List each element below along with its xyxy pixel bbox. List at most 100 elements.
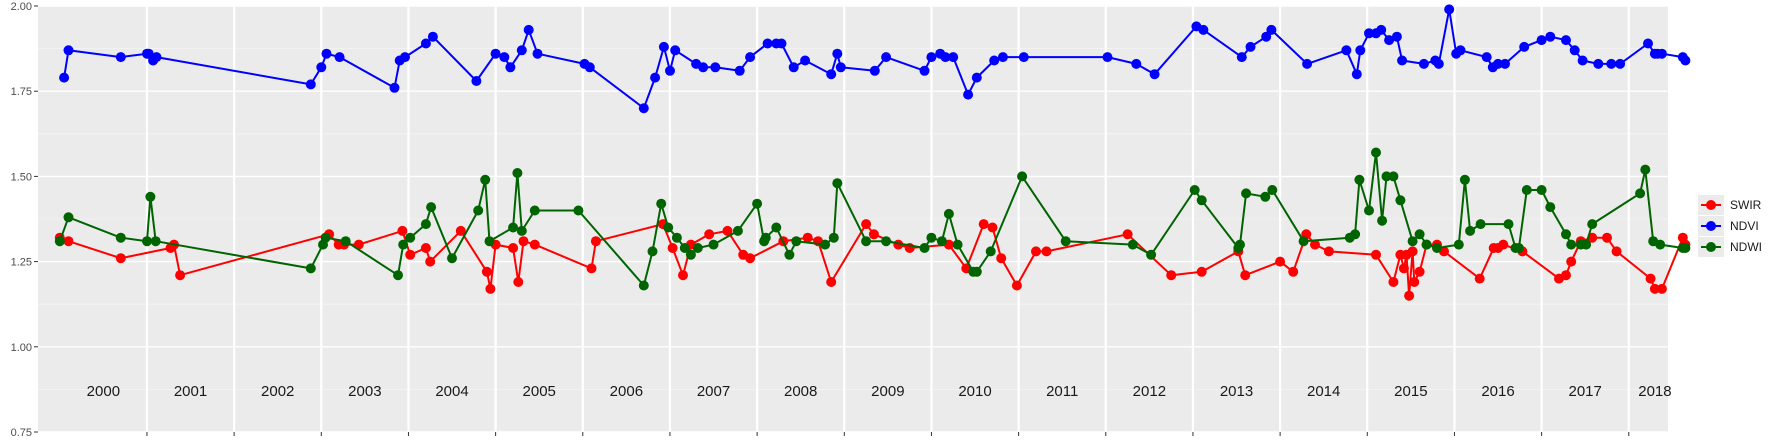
swir-point xyxy=(1310,239,1320,250)
ndwi-point xyxy=(1381,171,1392,182)
ndwi-point xyxy=(1017,171,1028,182)
ndvi-point xyxy=(1519,41,1530,52)
ndvi-point xyxy=(800,55,811,66)
swir-point xyxy=(996,253,1007,264)
ndwi-point xyxy=(943,208,954,219)
ndwi-point xyxy=(656,198,667,209)
ndvi-point xyxy=(926,52,937,63)
ndwi-point xyxy=(708,239,719,250)
swir-point xyxy=(667,243,678,253)
swir-point xyxy=(1474,273,1485,284)
ndvi-point xyxy=(1536,35,1547,46)
ndwi-point xyxy=(1536,185,1547,195)
ndvi-point xyxy=(670,45,681,56)
ndvi-point xyxy=(471,76,482,86)
ndwi-point xyxy=(480,174,491,185)
ndvi-point xyxy=(1397,55,1408,66)
ndwi-point xyxy=(340,236,351,247)
swir-point xyxy=(978,219,989,230)
ndvi-point xyxy=(59,72,70,83)
swir-point xyxy=(826,277,837,287)
ndwi-point xyxy=(405,232,416,243)
year-labels: 2000 2001 2002 2003 2004 2005 2006 2007 2008 2009… xyxy=(87,383,1672,400)
ndvi-point xyxy=(321,48,332,59)
ndwi-point xyxy=(1513,243,1524,253)
ndvi-point xyxy=(997,52,1008,63)
ndwi-point xyxy=(1127,239,1138,250)
ndvi-point xyxy=(1643,38,1653,49)
ndvi-point xyxy=(400,52,410,63)
swir-point xyxy=(868,229,879,240)
ndvi-point xyxy=(734,65,745,76)
swir-point xyxy=(508,243,519,253)
ndvi-point xyxy=(1245,41,1256,52)
ndwi-point xyxy=(1388,171,1399,182)
ndvi-point xyxy=(1606,58,1617,69)
ndvi-point xyxy=(1418,58,1429,69)
y-tick-label: 1.25 xyxy=(11,257,32,269)
ndwi-point xyxy=(1459,174,1470,185)
ndwi-point xyxy=(1635,188,1646,199)
swir-point xyxy=(1409,277,1420,287)
legend: SWIR NDVI NDWI xyxy=(1698,195,1762,257)
ndvi-point xyxy=(1102,52,1113,63)
year-label: 2000 xyxy=(87,383,120,400)
ndwi-point xyxy=(936,236,947,247)
ndvi-point xyxy=(1656,48,1667,59)
ndwi-point xyxy=(820,239,831,250)
ndwi-point xyxy=(952,239,963,250)
ndwi-point xyxy=(828,232,839,243)
swir-point xyxy=(1288,266,1299,277)
ndwi-point xyxy=(1581,239,1592,250)
y-tick-label: 2.00 xyxy=(11,1,32,13)
ndvi-point xyxy=(490,48,501,59)
ndvi-point xyxy=(1355,45,1366,56)
year-label: 2007 xyxy=(697,383,730,400)
ndwi-point xyxy=(1465,225,1476,236)
ndvi-point xyxy=(1018,52,1029,63)
swir-point xyxy=(987,222,998,233)
ndvi-point xyxy=(963,89,974,100)
ndvi-point xyxy=(516,45,527,56)
ndwi-point xyxy=(832,178,843,189)
ndvi-point xyxy=(1391,31,1402,42)
swir-point xyxy=(1611,246,1622,257)
ndvi-point xyxy=(1593,58,1604,69)
ndwi-point xyxy=(1146,249,1157,260)
ndvi-point xyxy=(1481,52,1492,63)
series-group xyxy=(54,4,1691,301)
swir-point xyxy=(115,253,126,264)
ndvi-point xyxy=(869,65,880,76)
ndwi-point xyxy=(1421,239,1432,250)
swir-point xyxy=(704,229,715,240)
year-label: 2006 xyxy=(610,383,643,400)
swir-point xyxy=(586,263,597,274)
ndvi-point xyxy=(1545,31,1556,42)
ndwi-point xyxy=(663,222,674,233)
ndwi-point xyxy=(1196,195,1207,206)
ndwi-point xyxy=(1364,205,1374,216)
ndwi-point xyxy=(142,236,152,247)
swir-point xyxy=(397,225,408,236)
ndwi-point xyxy=(145,191,156,202)
ndwi-point xyxy=(473,205,484,216)
ndvi-point xyxy=(523,24,534,35)
ndvi-point xyxy=(788,62,799,73)
ndvi-point xyxy=(305,79,316,90)
ndwi-point xyxy=(1354,174,1365,185)
ndwi-point xyxy=(320,232,331,243)
ndvi-point xyxy=(1433,58,1444,69)
y-tick-label: 1.75 xyxy=(11,86,32,98)
legend-point-ndvi xyxy=(1706,221,1716,231)
ndvi-point xyxy=(505,62,516,73)
ndvi-point xyxy=(1493,58,1503,69)
ndvi-point xyxy=(881,52,892,63)
ndwi-point xyxy=(638,280,649,291)
ndvi-point xyxy=(1302,58,1313,69)
swir-point xyxy=(678,270,688,281)
ndvi-point xyxy=(1500,58,1510,69)
series-ndwi xyxy=(54,147,1691,291)
ndvi-point xyxy=(1455,45,1466,56)
ndvi-point xyxy=(427,31,438,42)
